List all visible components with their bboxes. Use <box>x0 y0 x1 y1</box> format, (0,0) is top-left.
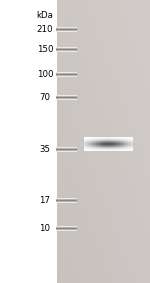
Text: 150: 150 <box>37 45 53 54</box>
Text: 70: 70 <box>39 93 51 102</box>
Text: 17: 17 <box>39 196 51 205</box>
Text: 10: 10 <box>39 224 51 233</box>
Text: 100: 100 <box>37 70 53 80</box>
Text: 35: 35 <box>39 145 51 154</box>
Text: 210: 210 <box>37 25 53 34</box>
Text: kDa: kDa <box>37 11 53 20</box>
